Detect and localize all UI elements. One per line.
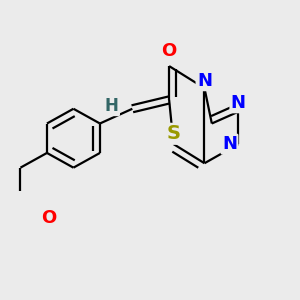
Text: H: H: [105, 97, 119, 115]
Text: O: O: [161, 42, 177, 60]
Text: S: S: [167, 124, 181, 143]
Text: N: N: [197, 72, 212, 90]
Text: N: N: [231, 94, 246, 112]
Text: O: O: [41, 209, 56, 227]
Text: N: N: [222, 135, 237, 153]
